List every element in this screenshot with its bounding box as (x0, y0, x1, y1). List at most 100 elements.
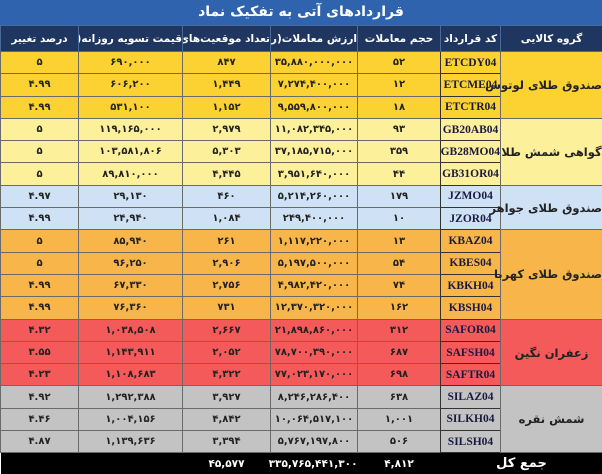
settlement-price-cell: ۷۶,۳۶۰ (79, 297, 183, 319)
trade-volume-cell: ۶۳۸ (358, 386, 441, 408)
change-percent-cell: ۵ (1, 252, 79, 274)
trade-volume-cell: ۱۶۲ (358, 297, 441, 319)
group-name: صندوق طلای جواهر (501, 185, 602, 230)
open-positions-cell: ۲,۰۵۲ (183, 341, 271, 363)
change-percent-cell: ۴.۹۹ (1, 96, 79, 118)
trade-value-cell: ۲۴۹,۴۰۰,۰۰۰ (271, 208, 358, 230)
settlement-price-cell: ۲۴,۹۴۰ (79, 208, 183, 230)
contract-code-cell: GB28MO04 (441, 141, 501, 163)
trade-volume-cell: ۶۸۷ (358, 341, 441, 363)
settlement-price-cell: ۶۰۶,۲۰۰ (79, 74, 183, 96)
header-row: گروه کالایی کد قرارداد حجم معاملات ارزش … (1, 26, 602, 52)
settlement-price-cell: ۱,۰۰۴,۱۵۶ (79, 408, 183, 430)
contract-code-cell: GB31OR04 (441, 163, 501, 185)
header-change-percent: درصد تغییر (1, 26, 79, 52)
futures-table: گروه کالایی کد قرارداد حجم معاملات ارزش … (0, 25, 602, 474)
settlement-price-cell: ۸۹,۸۱۰,۰۰۰ (79, 163, 183, 185)
trade-value-cell: ۳۷,۱۸۵,۷۱۵,۰۰۰ (271, 141, 358, 163)
trade-value-cell: ۱۱,۰۸۲,۳۴۵,۰۰۰ (271, 118, 358, 140)
total-empty (1, 453, 79, 474)
contract-code-cell: ETCDY04 (441, 52, 501, 74)
contract-code-cell: GB20AB04 (441, 118, 501, 140)
trade-volume-cell: ۵۴ (358, 252, 441, 274)
open-positions-cell: ۲,۹۰۶ (183, 252, 271, 274)
page-title: قراردادهای آتی به تفکیک نماد (0, 0, 602, 25)
change-percent-cell: ۴.۸۷ (1, 431, 79, 453)
contract-code-cell: KBES04 (441, 252, 501, 274)
open-positions-cell: ۷۳۱ (183, 297, 271, 319)
settlement-price-cell: ۲۹,۱۳۰ (79, 185, 183, 207)
trade-volume-cell: ۳۱۲ (358, 319, 441, 341)
trade-value-cell: ۱۲,۳۷۰,۳۲۰,۰۰۰ (271, 297, 358, 319)
settlement-price-cell: ۹۶,۲۵۰ (79, 252, 183, 274)
open-positions-cell: ۴,۸۴۲ (183, 408, 271, 430)
trade-volume-cell: ۳۵۹ (358, 141, 441, 163)
total-label: جمع کل (441, 453, 602, 474)
change-percent-cell: ۴.۹۷ (1, 185, 79, 207)
group-name: گواهی شمش طلا (501, 118, 602, 185)
trade-volume-cell: ۹۳ (358, 118, 441, 140)
settlement-price-cell: ۶۹۰,۰۰۰ (79, 52, 183, 74)
total-volume: ۴,۸۱۲ (358, 453, 441, 474)
settlement-price-cell: ۱,۱۳۹,۶۳۶ (79, 431, 183, 453)
open-positions-cell: ۵,۳۰۳ (183, 141, 271, 163)
change-percent-cell: ۴.۹۹ (1, 74, 79, 96)
trade-volume-cell: ۱۸ (358, 96, 441, 118)
contract-code-cell: SAFTR04 (441, 364, 501, 386)
settlement-price-cell: ۵۳۱,۱۰۰ (79, 96, 183, 118)
change-percent-cell: ۴.۲۳ (1, 364, 79, 386)
open-positions-cell: ۳,۳۹۴ (183, 431, 271, 453)
trade-value-cell: ۷۸,۷۰۰,۳۹۰,۰۰۰ (271, 341, 358, 363)
trade-volume-cell: ۱۰ (358, 208, 441, 230)
trade-value-cell: ۱,۱۱۷,۲۲۰,۰۰۰ (271, 230, 358, 252)
open-positions-cell: ۸۴۷ (183, 52, 271, 74)
change-percent-cell: ۵ (1, 52, 79, 74)
open-positions-cell: ۱,۰۸۴ (183, 208, 271, 230)
open-positions-cell: ۳,۹۲۷ (183, 386, 271, 408)
settlement-price-cell: ۱,۱۴۳,۹۱۱ (79, 341, 183, 363)
header-volume: حجم معاملات (358, 26, 441, 52)
trade-volume-cell: ۵۰۶ (358, 431, 441, 453)
contract-code-cell: KBSH04 (441, 297, 501, 319)
header-value: ارزش معاملات(ریال) (271, 26, 358, 52)
trade-value-cell: ۳۵,۸۸۰,۰۰۰,۰۰۰ (271, 52, 358, 74)
header-open-positions: تعداد موقعیت‌های باز (183, 26, 271, 52)
trade-volume-cell: ۴۴ (358, 163, 441, 185)
settlement-price-cell: ۱,۰۳۸,۵۰۸ (79, 319, 183, 341)
trade-volume-cell: ۶۹۸ (358, 364, 441, 386)
group-name: صندوق طلای لوتوس (501, 52, 602, 119)
change-percent-cell: ۳.۵۵ (1, 341, 79, 363)
trade-value-cell: ۱۰,۰۶۴,۵۱۷,۱۰۰ (271, 408, 358, 430)
change-percent-cell: ۵ (1, 230, 79, 252)
trade-value-cell: ۲۱,۸۹۸,۸۶۰,۰۰۰ (271, 319, 358, 341)
settlement-price-cell: ۱,۱۰۸,۶۸۳ (79, 364, 183, 386)
open-positions-cell: ۲,۹۷۹ (183, 118, 271, 140)
header-code: کد قرارداد (441, 26, 501, 52)
trade-volume-cell: ۷۴ (358, 274, 441, 296)
total-open-positions: ۴۵,۵۷۷ (183, 453, 271, 474)
open-positions-cell: ۴,۴۴۵ (183, 163, 271, 185)
contract-code-cell: ETCTR04 (441, 96, 501, 118)
trade-volume-cell: ۱۲ (358, 74, 441, 96)
settlement-price-cell: ۶۷,۳۳۰ (79, 274, 183, 296)
open-positions-cell: ۴۶۰ (183, 185, 271, 207)
trade-value-cell: ۹,۵۵۹,۸۰۰,۰۰۰ (271, 96, 358, 118)
trade-value-cell: ۵,۲۱۴,۲۶۰,۰۰۰ (271, 185, 358, 207)
change-percent-cell: ۴.۳۲ (1, 319, 79, 341)
settlement-price-cell: ۱۰۳,۵۸۱,۸۰۶ (79, 141, 183, 163)
header-group: گروه کالایی (501, 26, 602, 52)
contract-code-cell: SILKH04 (441, 408, 501, 430)
trade-value-cell: ۳,۹۵۱,۶۴۰,۰۰۰ (271, 163, 358, 185)
open-positions-cell: ۲۶۱ (183, 230, 271, 252)
trade-volume-cell: ۱,۰۰۱ (358, 408, 441, 430)
total-row: جمع کل ۴,۸۱۲ ۳۳۵,۷۶۵,۴۴۱,۳۰۰ ۴۵,۵۷۷ (1, 453, 602, 474)
contract-code-cell: SAFSH04 (441, 341, 501, 363)
trade-value-cell: ۷۷,۰۲۳,۱۷۰,۰۰۰ (271, 364, 358, 386)
change-percent-cell: ۵ (1, 163, 79, 185)
group-name: زعفران نگین (501, 319, 602, 386)
